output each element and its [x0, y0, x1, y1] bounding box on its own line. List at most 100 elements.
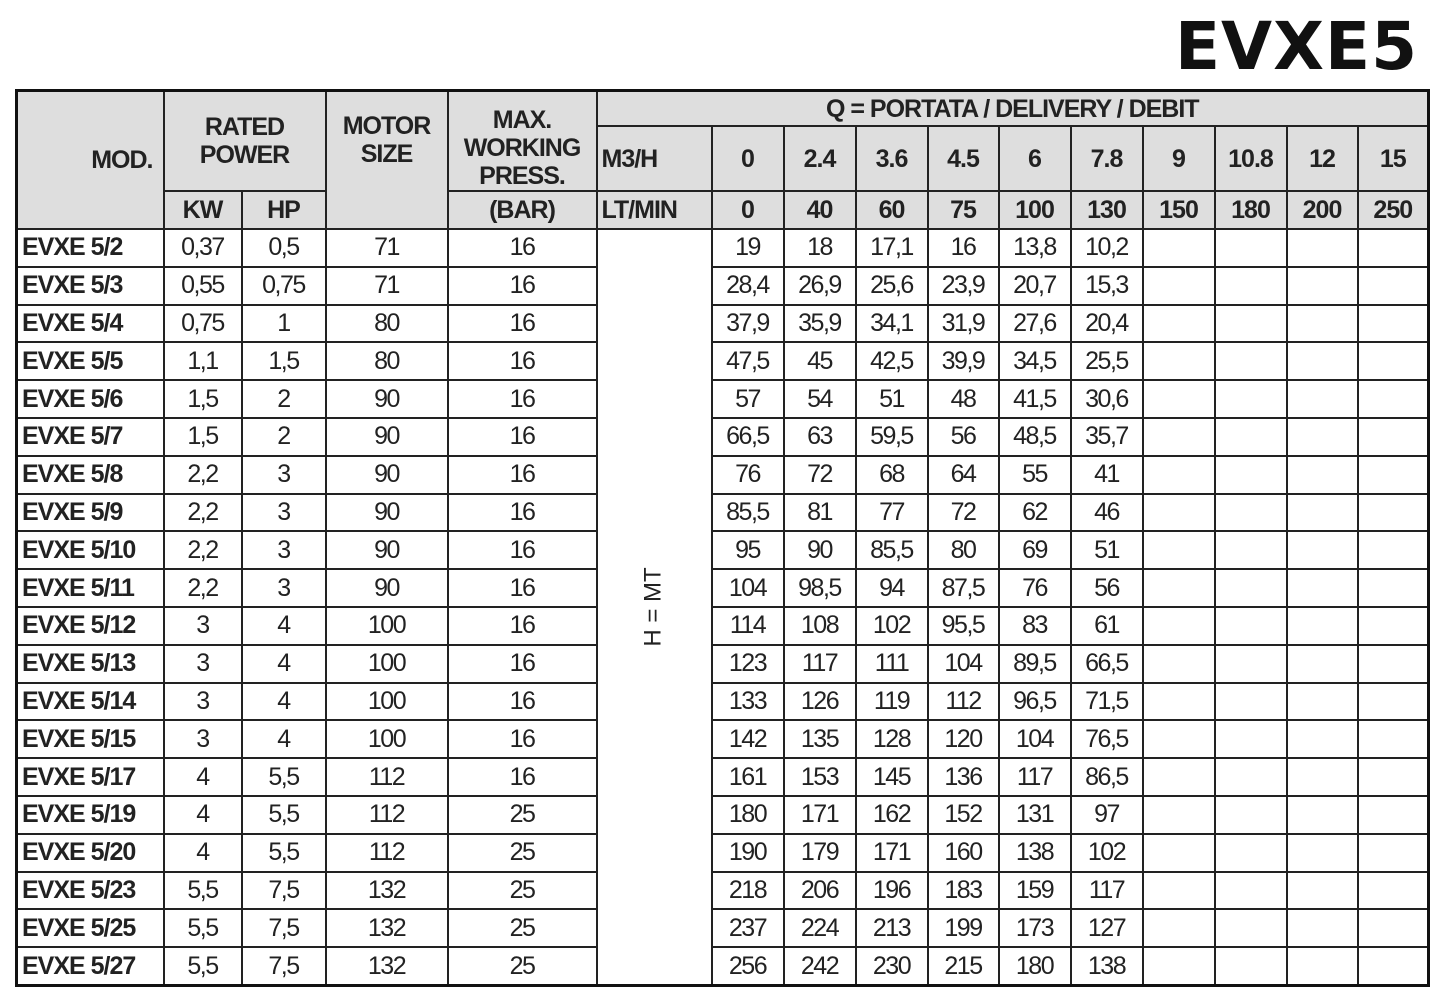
empty-cell [1285, 341, 1359, 382]
header-m3h-value: 12 [1285, 125, 1359, 192]
empty-cell [1141, 681, 1216, 722]
max-press-cell: 16 [446, 265, 598, 306]
kw-cell: 2,2 [162, 454, 243, 495]
table-row: EVXE 5/7 1,5 2 90 16 66,5 63 59,5 56 48,5 35,7 [15, 416, 1430, 457]
model-cell: EVXE 5/15 [15, 719, 165, 760]
header-ltmin-value: 40 [782, 190, 857, 230]
header-m3h-value: 9 [1141, 125, 1216, 192]
max-press-cell: 16 [446, 416, 598, 457]
header-rated-power: RATED POWER [162, 89, 327, 192]
head-value-cell: 83 [997, 605, 1072, 646]
header-m3h-value: 4.5 [926, 125, 1000, 192]
empty-cell [1213, 643, 1288, 684]
model-cell: EVXE 5/20 [15, 832, 165, 873]
head-value-cell: 76 [710, 454, 785, 495]
empty-cell [1141, 568, 1216, 608]
empty-cell [1213, 605, 1288, 646]
kw-cell: 2,2 [162, 568, 243, 608]
empty-cell [1213, 379, 1288, 419]
empty-cell [1285, 303, 1359, 344]
motor-size-cell: 132 [324, 870, 449, 911]
max-press-cell: 16 [446, 757, 598, 797]
empty-cell [1285, 908, 1359, 949]
empty-cell [1285, 794, 1359, 835]
model-cell: EVXE 5/12 [15, 605, 165, 646]
table-row: EVXE 5/8 2,2 3 90 16 76 72 68 64 55 41 [15, 454, 1430, 495]
head-value-cell: 112 [926, 681, 1000, 722]
head-value-cell: 127 [1069, 908, 1144, 949]
head-value-cell: 136 [926, 757, 1000, 797]
head-value-cell: 196 [854, 870, 929, 911]
hp-cell: 7,5 [240, 908, 327, 949]
hp-cell: 3 [240, 530, 327, 571]
head-value-cell: 35,9 [782, 303, 857, 344]
head-value-cell: 25,6 [854, 265, 929, 306]
head-value-cell: 20,4 [1069, 303, 1144, 344]
empty-cell [1356, 303, 1430, 344]
empty-cell [1141, 908, 1216, 949]
head-value-cell: 69 [997, 530, 1072, 571]
empty-cell [1213, 492, 1288, 533]
head-value-cell: 55 [997, 454, 1072, 495]
head-value-cell: 63 [782, 416, 857, 457]
hp-cell: 5,5 [240, 757, 327, 797]
head-value-cell: 17,1 [854, 228, 929, 268]
motor-size-cell: 90 [324, 492, 449, 533]
head-value-cell: 180 [997, 946, 1072, 987]
empty-cell [1356, 757, 1430, 797]
empty-cell [1356, 605, 1430, 646]
motor-size-cell: 90 [324, 379, 449, 419]
head-value-cell: 117 [1069, 870, 1144, 911]
head-value-cell: 10,2 [1069, 228, 1144, 268]
head-value-cell: 20,7 [997, 265, 1072, 306]
head-value-cell: 56 [926, 416, 1000, 457]
head-value-cell: 13,8 [997, 228, 1072, 268]
head-unit-text: H = MT [640, 567, 667, 648]
head-value-cell: 19 [710, 228, 785, 268]
empty-cell [1213, 908, 1288, 949]
head-value-cell: 48 [926, 379, 1000, 419]
table-row: EVXE 5/9 2,2 3 90 16 85,5 81 77 72 62 46 [15, 492, 1430, 533]
header-ltmin-value: 150 [1141, 190, 1216, 230]
empty-cell [1356, 719, 1430, 760]
model-cell: EVXE 5/8 [15, 454, 165, 495]
max-press-cell: 16 [446, 492, 598, 533]
head-value-cell: 30,6 [1069, 379, 1144, 419]
head-value-cell: 104 [710, 568, 785, 608]
max-press-cell: 25 [446, 870, 598, 911]
empty-cell [1141, 416, 1216, 457]
empty-cell [1285, 643, 1359, 684]
head-value-cell: 27,6 [997, 303, 1072, 344]
header-ltmin-value: 0 [710, 190, 785, 230]
header-motor-size: MOTOR SIZE [324, 89, 449, 230]
max-press-cell: 16 [446, 454, 598, 495]
motor-size-cell: 80 [324, 303, 449, 344]
head-value-cell: 97 [1069, 794, 1144, 835]
head-value-cell: 133 [710, 681, 785, 722]
head-value-cell: 215 [926, 946, 1000, 987]
head-value-cell: 61 [1069, 605, 1144, 646]
head-value-cell: 94 [854, 568, 929, 608]
table-row: EVXE 5/17 4 5,5 112 16 161 153 145 136 117 86,5 [15, 757, 1430, 797]
head-value-cell: 162 [854, 794, 929, 835]
table-row: EVXE 5/13 3 4 100 16 123 117 111 104 89,5 66,5 [15, 643, 1430, 684]
model-cell: EVXE 5/23 [15, 870, 165, 911]
empty-cell [1141, 265, 1216, 306]
model-cell: EVXE 5/17 [15, 757, 165, 797]
empty-cell [1141, 303, 1216, 344]
head-value-cell: 76,5 [1069, 719, 1144, 760]
hp-cell: 7,5 [240, 870, 327, 911]
max-press-cell: 16 [446, 605, 598, 646]
header-ltmin-value: 250 [1356, 190, 1430, 230]
table-row: EVXE 5/27 5,5 7,5 132 25 256 242 230 215 180 138 [15, 946, 1430, 987]
hp-cell: 2 [240, 416, 327, 457]
motor-size-cell: 100 [324, 719, 449, 760]
table-row: EVXE 5/5 1,1 1,5 80 16 47,5 45 42,5 39,9 34,5 25,5 [15, 341, 1430, 382]
model-cell: EVXE 5/7 [15, 416, 165, 457]
header-m3h-value: 6 [997, 125, 1072, 192]
empty-cell [1213, 870, 1288, 911]
head-value-cell: 104 [997, 719, 1072, 760]
table-row: EVXE 5/25 5,5 7,5 132 25 237 224 213 199 173 127 [15, 908, 1430, 949]
head-value-cell: 153 [782, 757, 857, 797]
head-value-cell: 86,5 [1069, 757, 1144, 797]
